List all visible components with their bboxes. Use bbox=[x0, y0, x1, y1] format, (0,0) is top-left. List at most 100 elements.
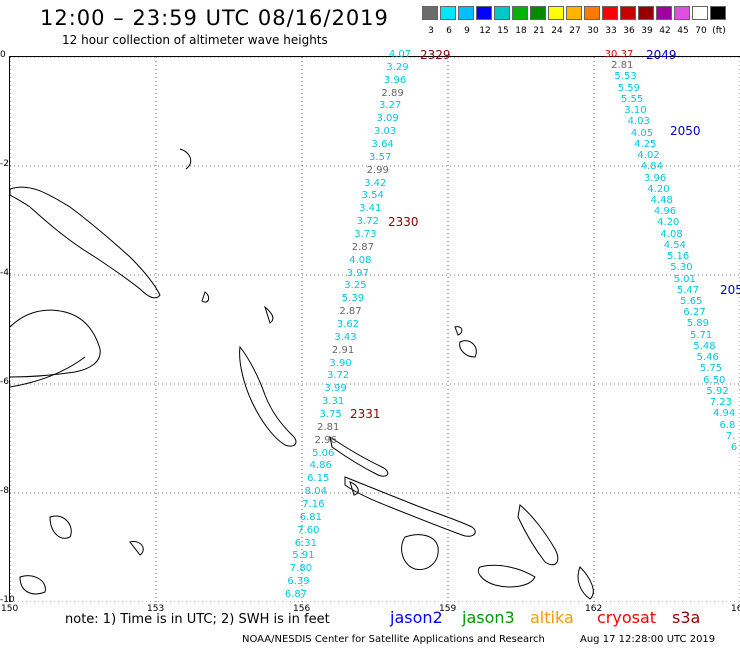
latitude-label: 0 bbox=[0, 50, 6, 60]
wave-height-value: 2.87 bbox=[339, 306, 362, 318]
wave-height-value: 4.08 bbox=[349, 254, 372, 266]
wave-height-value: 7.23 bbox=[709, 397, 732, 409]
map-area: 4.07 3.29 3.96 2.89 3.27 3.09 3.03 3.64 3.57 2.99… bbox=[9, 48, 740, 603]
wave-height-value: 5.39 bbox=[341, 293, 365, 305]
wave-height-value: 4.86 bbox=[309, 460, 332, 472]
wave-height-value: 3.09 bbox=[376, 113, 399, 125]
legend-swatch bbox=[458, 6, 474, 20]
satellite-name: jason2 bbox=[390, 608, 443, 627]
wave-height-value: 5.71 bbox=[690, 329, 713, 341]
wave-height-value: 3.27 bbox=[378, 100, 402, 112]
wave-height-value: 6.87 bbox=[284, 589, 308, 600]
wave-height-value: 4.54 bbox=[663, 239, 686, 251]
wave-height-value: 2.96 bbox=[314, 434, 337, 446]
wave-height-value: 2.89 bbox=[381, 87, 404, 99]
wave-height-value: 3.29 bbox=[386, 61, 409, 73]
wave-height-value: 4.03 bbox=[627, 116, 650, 128]
wave-height-value: 3.72 bbox=[356, 216, 379, 228]
legend-swatch bbox=[440, 6, 456, 20]
wave-height-value: 6.81 bbox=[299, 511, 322, 523]
latitude-label: -8 bbox=[0, 486, 9, 496]
wave-height-value: 5.55 bbox=[621, 93, 644, 105]
wave-height-value: 7.80 bbox=[289, 563, 313, 575]
legend-label: 70 bbox=[695, 26, 707, 36]
legend-swatch bbox=[476, 6, 492, 20]
wave-height-value: 6.31 bbox=[294, 537, 318, 549]
wave-height-value: 2.87 bbox=[351, 241, 374, 253]
satellite-name: altika bbox=[530, 608, 574, 627]
legend-swatch bbox=[620, 6, 636, 20]
legend-swatch bbox=[494, 6, 510, 20]
longitude-label: 159 bbox=[439, 604, 457, 614]
wave-height-value: 5.06 bbox=[312, 447, 335, 459]
wave-height-value: 6.8 bbox=[719, 419, 736, 431]
wave-height-value: 30.37 bbox=[604, 49, 634, 60]
legend-swatch bbox=[674, 6, 690, 20]
legend-label: 27 bbox=[569, 26, 581, 36]
legend-label: 42 bbox=[659, 26, 671, 36]
legend-swatch bbox=[638, 6, 654, 20]
wave-height-value: 3.64 bbox=[371, 139, 394, 150]
legend-label: 12 bbox=[479, 26, 491, 36]
legend-label: 9 bbox=[464, 26, 470, 36]
satellite-name: jason3 bbox=[462, 608, 515, 627]
wave-height-value: 3.43 bbox=[334, 331, 357, 343]
wave-height-value: 4.96 bbox=[653, 206, 677, 218]
wave-height-value: 4.84 bbox=[640, 161, 663, 173]
wave-height-value: 4.07 bbox=[388, 49, 412, 60]
legend-label: 24 bbox=[551, 26, 563, 36]
wave-height-value: 3.25 bbox=[344, 280, 367, 292]
wave-height-value: 3.96 bbox=[644, 172, 667, 184]
wave-height-value: 5.53 bbox=[614, 71, 637, 83]
legend-swatch bbox=[548, 6, 564, 20]
longitude-label: 156 bbox=[293, 604, 311, 614]
wave-height-value: 7.60 bbox=[297, 524, 320, 536]
wave-height-value: 3.75 bbox=[319, 409, 342, 420]
wave-height-value: 3.10 bbox=[624, 105, 647, 117]
satellite-name: cryosat bbox=[597, 608, 657, 627]
wave-height-value: 5.47 bbox=[676, 284, 700, 296]
wave-height-value: 3.41 bbox=[359, 203, 382, 215]
wave-height-value: 4.94 bbox=[713, 408, 736, 420]
longitude-label: 162 bbox=[585, 604, 603, 614]
wave-height-value: 3.90 bbox=[329, 357, 352, 369]
longitude-label: 165 bbox=[731, 604, 740, 614]
wave-height-value: 5.48 bbox=[693, 340, 716, 352]
wave-height-value: 3.57 bbox=[369, 151, 392, 163]
legend-label: 6 bbox=[446, 26, 452, 36]
wave-height-value: 3.42 bbox=[364, 177, 387, 189]
legend-label: 21 bbox=[533, 26, 545, 36]
wave-height-value: 5.46 bbox=[696, 352, 719, 364]
wave-height-value: 4.08 bbox=[660, 228, 683, 240]
wave-height-value: 6.27 bbox=[683, 307, 706, 319]
map-title: 12:00 – 23:59 UTC 08/16/2019 bbox=[40, 6, 389, 30]
wave-height-value: 5.89 bbox=[686, 318, 709, 330]
wave-height-value: 6.15 bbox=[307, 473, 330, 485]
wave-height-value: 3.62 bbox=[336, 319, 360, 330]
legend-label: (ft) bbox=[712, 26, 726, 36]
wave-height-value: 2.81 bbox=[611, 60, 634, 72]
legend-swatch bbox=[530, 6, 546, 20]
wave-height-value: 3.72 bbox=[326, 370, 350, 382]
pass-label: 2049 bbox=[646, 48, 677, 62]
wave-height-value: 7.16 bbox=[302, 499, 325, 510]
legend-swatch bbox=[710, 6, 726, 20]
longitude-label: 150 bbox=[1, 604, 19, 614]
satellite-name: s3a bbox=[672, 608, 701, 627]
pass-label: 205 bbox=[720, 283, 740, 297]
wave-height-value: 5.92 bbox=[706, 385, 729, 397]
latitude-label: -4 bbox=[0, 268, 9, 278]
pass-label: 2331 bbox=[350, 407, 381, 421]
legend-swatch bbox=[512, 6, 528, 20]
wave-height-value: 4.20 bbox=[657, 217, 680, 229]
legend-label: 3 bbox=[428, 26, 434, 36]
wave-height-value: 6.39 bbox=[287, 576, 310, 588]
wave-height-value: 5.01 bbox=[673, 273, 696, 285]
credit-text: NOAA/NESDIS Center for Satellite Applica… bbox=[242, 634, 545, 645]
wave-height-value: 5.75 bbox=[699, 363, 723, 375]
wave-height-value: 2.81 bbox=[317, 421, 340, 433]
wave-height-value: 5.16 bbox=[667, 251, 690, 263]
legend-swatch bbox=[422, 6, 438, 20]
wave-height-value: 5.65 bbox=[680, 296, 703, 308]
coastlines bbox=[9, 148, 594, 600]
